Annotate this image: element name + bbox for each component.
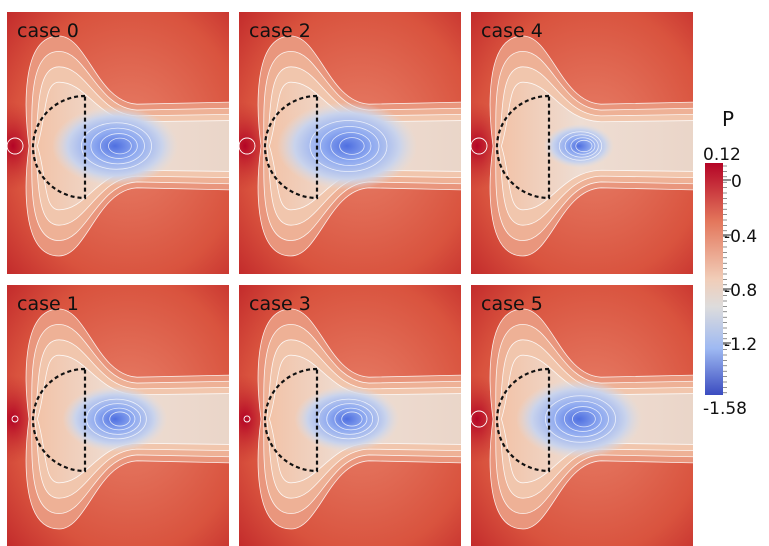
low-pressure-core [52, 106, 178, 186]
panel-case-5: case 5 [471, 285, 693, 546]
colorbar: P 0.12 0 -0.4 -0.8 -1.2 -1.58 [703, 107, 757, 419]
body-outline [263, 367, 319, 473]
panel-case-4: case 4 [471, 12, 693, 274]
core-contour [554, 400, 609, 438]
core-contour [94, 403, 142, 435]
core-contour [108, 137, 132, 155]
panel-case-1: case 1 [7, 285, 229, 546]
core-contour [545, 395, 616, 443]
core-contour [102, 407, 136, 431]
colorbar-tick-label: -1.2 [724, 335, 757, 355]
panel-label: case 0 [17, 20, 79, 42]
colorbar-gradient [705, 163, 723, 395]
panel-label: case 2 [249, 20, 311, 42]
body-outline [495, 367, 551, 473]
inlet-marker [471, 410, 488, 428]
body-outline [495, 94, 551, 200]
core-contour [100, 133, 138, 159]
body-outline [31, 94, 87, 200]
core-contour [334, 407, 368, 431]
panel-label: case 3 [249, 293, 311, 315]
core-contour [109, 411, 131, 427]
inlet-marker [239, 137, 256, 155]
inlet-marker [7, 137, 24, 155]
panel-case-3: case 3 [239, 285, 461, 546]
panel-label: case 1 [17, 293, 79, 315]
panel-label: case 4 [481, 20, 543, 42]
low-pressure-core [62, 386, 168, 452]
inlet-marker [11, 415, 19, 423]
body-outline [31, 367, 87, 473]
core-contour [564, 134, 599, 158]
colorbar-max-label: 0.12 [703, 145, 741, 165]
panel-label: case 5 [481, 293, 543, 315]
core-contour [318, 398, 379, 440]
low-pressure-core [277, 102, 417, 190]
core-contour [339, 137, 365, 155]
core-contour [572, 410, 596, 428]
core-contour [86, 398, 147, 440]
body-outline [263, 94, 319, 200]
low-pressure-core [294, 386, 400, 452]
core-contour [330, 132, 372, 160]
inlet-marker [471, 137, 488, 155]
colorbar-tick-label: 0 [731, 172, 742, 192]
colorbar-min-label: -1.58 [703, 399, 747, 419]
inlet-marker [243, 415, 251, 423]
colorbar-title: P [722, 107, 734, 131]
colorbar-minor-ticks [723, 165, 727, 394]
core-contour [558, 131, 603, 161]
panel-case-0: case 0 [7, 12, 229, 274]
low-pressure-core [516, 379, 642, 459]
core-contour [326, 403, 374, 435]
colorbar-tick-label: -0.8 [724, 281, 757, 301]
core-contour [90, 127, 145, 165]
low-pressure-core [544, 124, 614, 168]
core-contour [319, 126, 380, 166]
colorbar-tick-label: -0.4 [724, 227, 757, 247]
core-contour [81, 122, 152, 170]
core-contour [575, 139, 593, 153]
core-contour [309, 120, 388, 172]
core-contour [564, 406, 602, 432]
core-contour [341, 411, 363, 427]
core-contour [570, 137, 596, 155]
panel-case-2: case 2 [239, 12, 461, 274]
